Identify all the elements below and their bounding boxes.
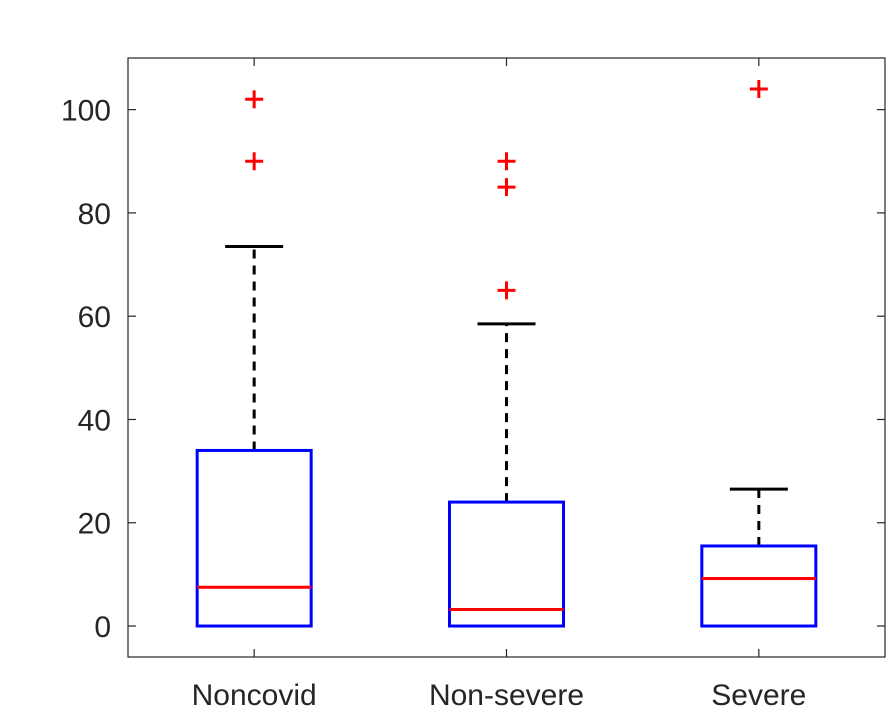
outlier-marker xyxy=(497,152,516,171)
box-group xyxy=(448,152,565,628)
y-tick-label: 40 xyxy=(78,404,111,437)
outlier-marker xyxy=(245,90,264,109)
outlier-marker xyxy=(497,178,516,197)
x-tick-label: Severe xyxy=(711,679,806,709)
y-tick-label: 100 xyxy=(61,95,111,128)
box-group xyxy=(700,79,818,628)
y-axis: 0 20 40 60 80 100 xyxy=(61,95,885,644)
y-tick-label: 60 xyxy=(78,301,111,334)
x-tick-label: Non-severe xyxy=(429,679,584,709)
x-tick-label: Noncovid xyxy=(192,679,317,709)
box-series xyxy=(195,79,818,628)
y-tick-label: 20 xyxy=(78,508,111,541)
box xyxy=(700,544,818,628)
y-tick-label: 0 xyxy=(94,611,111,644)
y-tick-label: 80 xyxy=(78,198,111,231)
outlier-marker xyxy=(749,79,768,98)
box xyxy=(448,500,565,628)
box-group xyxy=(195,90,313,628)
box xyxy=(195,448,313,628)
outlier-marker xyxy=(497,281,516,300)
x-axis: Noncovid Non-severe Severe xyxy=(192,58,806,709)
outlier-marker xyxy=(245,152,264,171)
